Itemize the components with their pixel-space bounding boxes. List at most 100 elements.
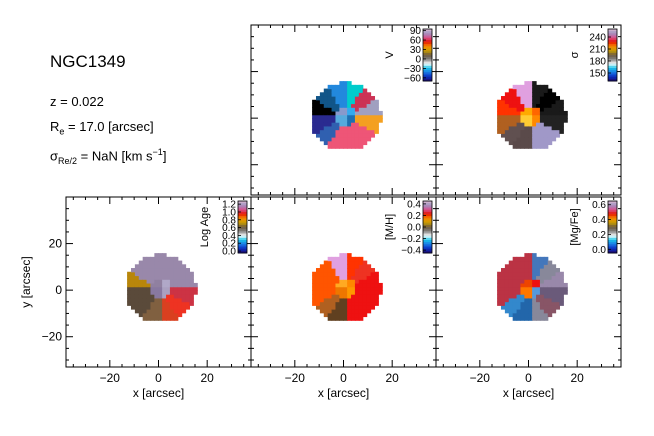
map-pixel: [339, 125, 344, 131]
map-pixel: [497, 301, 502, 306]
colorbar-segment: [608, 57, 617, 60]
map-pixel: [315, 96, 321, 101]
map-pixel: [331, 137, 337, 142]
colorbar-tick-label: 1.0: [222, 207, 236, 218]
map-pixel: [127, 301, 132, 306]
map-pixel: [528, 99, 533, 105]
map-pixel: [146, 286, 152, 291]
map-pixel: [354, 118, 360, 123]
map-pixel: [508, 103, 514, 108]
map-pixel: [347, 301, 352, 306]
map-pixel: [547, 297, 553, 303]
map-pixel: [185, 297, 191, 303]
map-pixel: [169, 256, 175, 262]
colorbar-tick-label: 0.2: [407, 211, 421, 222]
map-pixel: [354, 144, 360, 149]
map-pixel: [166, 256, 171, 262]
map-pixel: [543, 268, 549, 273]
colorbar-segment: [238, 214, 247, 217]
colorbar-segment: [423, 242, 432, 245]
map-pixel: [327, 309, 333, 314]
map-pixel: [150, 286, 155, 291]
map-pixel: [173, 316, 179, 321]
colorbar-label: Log Age: [199, 207, 211, 247]
effective-radius-label: Re = 17.0 [arcsec]: [50, 119, 240, 137]
map-pixel: [536, 279, 541, 284]
map-pixel: [154, 256, 159, 262]
map-pixel: [528, 122, 533, 127]
map-pixel: [189, 279, 194, 284]
colorbar-segment: [608, 203, 617, 206]
map-pixel: [362, 268, 368, 273]
map-pixel: [181, 297, 187, 303]
map-pixel: [516, 103, 522, 108]
map-pixel: [366, 268, 372, 273]
map-pixel: [327, 133, 333, 138]
map-pixel: [532, 81, 537, 86]
map-pixel: [536, 275, 541, 280]
map-pixel: [532, 114, 537, 119]
map-pixel: [347, 103, 352, 108]
map-pixel: [543, 92, 549, 97]
map-pixel: [543, 294, 549, 299]
colorbar-segment: [423, 63, 432, 67]
colorbar-tick-label: 0.0: [407, 223, 421, 234]
map-pixel: [315, 286, 321, 291]
map-pixel: [520, 92, 525, 97]
map-pixel: [331, 129, 337, 134]
map-pixel: [327, 312, 333, 318]
map-pixel: [536, 294, 541, 299]
map-pixel: [528, 103, 533, 108]
map-pixel: [323, 118, 329, 123]
map-pixel: [512, 268, 518, 273]
map-pixel: [520, 271, 525, 277]
colorbar-segment: [238, 246, 247, 250]
map-pixel: [543, 275, 549, 280]
map-pixel: [497, 271, 502, 277]
map-pixel: [351, 294, 356, 299]
map-pixel: [158, 294, 163, 299]
map-pixel: [543, 301, 549, 306]
map-pixel: [539, 118, 545, 123]
map-pixel: [551, 118, 557, 123]
map-pixel: [543, 84, 549, 90]
map-pixel: [158, 312, 163, 318]
y-tick-label: 20: [49, 237, 63, 251]
map-pixel: [536, 309, 541, 314]
map-pixel: [547, 92, 553, 97]
map-pixel: [497, 99, 502, 105]
map-pixel: [354, 260, 360, 265]
map-pixel: [319, 125, 325, 131]
map-pixel: [520, 140, 525, 146]
colorbar-segment: [423, 201, 432, 204]
map-pixel: [315, 110, 321, 116]
map-pixel: [169, 309, 175, 314]
map-pixel: [536, 125, 541, 131]
map-pixel: [315, 294, 321, 299]
map-pixel: [539, 84, 545, 90]
colorbar-tick-label: 0.0: [592, 245, 606, 256]
map-pixel: [343, 301, 348, 306]
map-pixel: [543, 286, 549, 291]
map-pixel: [339, 84, 344, 90]
map-pixel: [166, 282, 171, 288]
map-pixel: [343, 122, 348, 127]
map-pixel: [378, 286, 383, 291]
map-pixel: [169, 271, 175, 277]
map-pixel: [138, 305, 144, 310]
map-pixel: [343, 114, 348, 119]
map-pixel: [158, 309, 163, 314]
map-pixel: [508, 271, 514, 277]
map-pixel: [366, 264, 372, 269]
map-pixel: [177, 275, 183, 280]
colorbar-segment: [423, 72, 432, 75]
map-pixel: [516, 118, 522, 123]
colorbar-segment: [608, 237, 617, 241]
map-pixel: [532, 279, 537, 284]
map-pixel: [504, 264, 510, 269]
map-pixel: [343, 88, 348, 93]
map-pixel: [524, 271, 529, 277]
map-pixel: [351, 264, 356, 269]
map-pixel: [351, 99, 356, 105]
colorbar-segment: [238, 248, 247, 252]
